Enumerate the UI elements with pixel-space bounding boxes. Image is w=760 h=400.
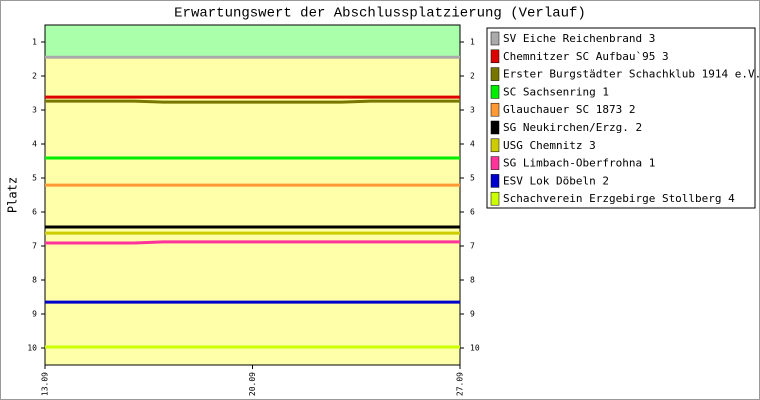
legend-swatch xyxy=(490,67,500,81)
legend-label: Erster Burgstädter Schachklub 1914 e.V. … xyxy=(503,68,760,81)
y-tick-label: 8 xyxy=(32,276,37,285)
x-tick-label: 20.09 xyxy=(248,372,257,396)
legend-swatch xyxy=(490,85,500,99)
y-tick-label: 3 xyxy=(32,106,37,115)
legend-swatch xyxy=(490,120,500,135)
series-line xyxy=(45,240,460,245)
band xyxy=(45,25,460,58)
legend-swatch xyxy=(490,49,500,64)
legend-swatch xyxy=(490,102,500,117)
legend-label: Schachverein Erzgebirge Stollberg 4 xyxy=(503,192,735,205)
legend-label: Glauchauer SC 1873 2 xyxy=(503,103,635,116)
y2-tick-label: 5 xyxy=(470,174,475,183)
y-tick-label: 4 xyxy=(32,140,37,149)
legend-swatch xyxy=(490,156,500,170)
legend-label: Chemnitzer SC Aufbau`95 3 xyxy=(503,50,669,63)
y-tick-label: 5 xyxy=(32,174,37,183)
legend-label: SG Neukirchen/Erzg. 2 xyxy=(503,121,642,134)
legend-label: ESV Lok Döbeln 2 xyxy=(503,174,609,187)
y2-tick-label: 10 xyxy=(470,344,480,353)
y2-tick-label: 9 xyxy=(470,310,475,319)
y-tick-label: 7 xyxy=(32,242,37,251)
y-tick-label: 10 xyxy=(27,344,37,353)
legend-label: SG Limbach-Oberfrohna 1 xyxy=(503,157,655,170)
chart-title: Erwartungswert der Abschlussplatzierung … xyxy=(174,6,586,22)
legend-swatch xyxy=(490,174,500,188)
legend-label: SV Eiche Reichenbrand 3 xyxy=(503,32,655,45)
y2-tick-label: 7 xyxy=(470,242,475,251)
legend-label: SC Sachsenring 1 xyxy=(503,85,609,98)
y2-tick-label: 3 xyxy=(470,106,475,115)
y2-tick-label: 1 xyxy=(470,38,475,47)
legend-swatch xyxy=(490,138,500,153)
y2-tick-label: 6 xyxy=(470,208,475,217)
y2-tick-label: 2 xyxy=(470,72,475,81)
y-axis-label: Platz xyxy=(6,177,20,213)
y2-tick-label: 4 xyxy=(470,140,475,149)
series-line xyxy=(45,99,460,104)
y-tick-label: 6 xyxy=(32,208,37,217)
y2-tick-label: 8 xyxy=(470,276,475,285)
y-tick-label: 1 xyxy=(32,38,37,47)
x-tick-label: 27.09 xyxy=(456,372,465,396)
y-tick-label: 9 xyxy=(32,310,37,319)
y-tick-label: 2 xyxy=(32,72,37,81)
legend-label: USG Chemnitz 3 xyxy=(503,139,596,152)
band xyxy=(45,57,460,366)
legend-swatch xyxy=(490,191,500,206)
legend-swatch xyxy=(490,31,500,46)
x-tick-label: 13.09 xyxy=(41,372,50,396)
legend-box xyxy=(486,27,756,209)
